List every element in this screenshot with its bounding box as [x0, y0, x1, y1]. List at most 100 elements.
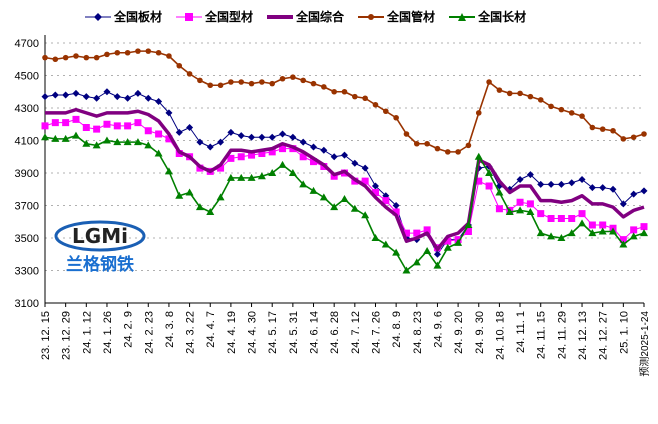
data-point [227, 154, 235, 162]
data-point [475, 110, 482, 116]
data-point [352, 93, 358, 100]
data-point [113, 93, 121, 101]
data-point [537, 180, 545, 188]
data-point [599, 221, 607, 229]
data-point [330, 203, 339, 211]
data-point [259, 79, 265, 85]
data-point [588, 184, 596, 192]
data-point [641, 131, 647, 137]
legend-swatch-circle-icon [358, 13, 385, 20]
data-point [640, 187, 648, 195]
legend-item-composite[interactable]: 全国综合 [267, 8, 344, 25]
data-point [186, 71, 193, 77]
x-tick-label: 24. 9. 30 [474, 311, 486, 354]
data-point [238, 79, 245, 85]
legend-item-section[interactable]: 全国型材 [176, 8, 253, 25]
data-point [216, 193, 225, 201]
data-point [197, 77, 203, 84]
legend-swatch-square-icon [176, 12, 203, 21]
data-point [486, 79, 492, 85]
data-point [341, 151, 348, 159]
data-point [227, 128, 235, 136]
data-point [103, 88, 111, 96]
data-point [383, 108, 389, 115]
data-point [537, 210, 545, 218]
data-point [413, 229, 421, 237]
legend-label: 全国板材 [114, 10, 163, 24]
legend-item-long[interactable]: 全国长材 [449, 8, 526, 25]
data-point [155, 49, 162, 56]
data-point [598, 227, 607, 235]
data-point [102, 136, 111, 144]
x-tick-label: 24. 7. 12 [350, 311, 362, 354]
data-point [134, 89, 142, 97]
data-point [392, 202, 400, 209]
data-point [558, 106, 565, 113]
data-point [589, 124, 596, 131]
data-point [630, 190, 638, 198]
x-tick-label: 预测2025-1-24 [638, 311, 651, 377]
data-point [113, 138, 122, 146]
data-point [144, 94, 152, 102]
legend-label: 全国管材 [387, 10, 436, 24]
x-tick-label: 24. 9. 6 [432, 311, 444, 348]
data-point [279, 130, 287, 138]
data-point [423, 247, 432, 254]
data-point [51, 91, 59, 99]
data-point [176, 62, 183, 69]
data-point [526, 200, 534, 208]
data-point [340, 195, 349, 202]
data-point [619, 200, 627, 208]
data-point [485, 169, 494, 176]
data-point [402, 266, 411, 274]
data-point [51, 134, 60, 142]
data-point [290, 74, 296, 80]
y-tick-label: 3100 [15, 298, 39, 310]
legend-label: 全国长材 [478, 10, 527, 24]
data-point [248, 151, 256, 159]
data-point [362, 95, 368, 102]
data-point [268, 148, 276, 156]
data-point [237, 132, 245, 140]
data-point [62, 54, 69, 61]
x-tick-label: 24. 11. 1 [515, 311, 527, 353]
data-point [567, 229, 576, 237]
data-point [124, 49, 131, 56]
data-point [640, 229, 648, 237]
x-tick-label: 24. 10. 18 [494, 311, 506, 360]
x-tick-label: 24. 5. 17 [267, 311, 279, 354]
data-point [145, 48, 152, 54]
x-tick-label: 24. 6. 14 [309, 311, 321, 354]
data-point [537, 97, 544, 103]
data-point [165, 109, 173, 117]
x-tick-label: 24. 3. 22 [185, 311, 197, 354]
data-point [568, 179, 576, 187]
data-point [257, 172, 266, 180]
legend-item-pipe[interactable]: 全国管材 [358, 8, 435, 25]
data-point [516, 206, 525, 214]
data-point [630, 226, 638, 234]
x-tick-label: 25. 1. 10 [618, 311, 630, 354]
data-point [185, 188, 194, 196]
data-point [361, 177, 369, 185]
legend-item-plate[interactable]: 全国板材 [85, 8, 162, 25]
data-point [412, 258, 421, 266]
data-point [310, 143, 318, 151]
x-tick-label: 24. 1. 12 [81, 311, 93, 354]
data-point [619, 236, 627, 244]
data-point [195, 203, 204, 211]
data-point [237, 173, 246, 181]
data-point [83, 54, 90, 61]
x-tick-label: 24. 8. 23 [412, 311, 424, 354]
x-tick-label: 24. 8. 9 [391, 311, 403, 348]
data-point [258, 150, 266, 157]
data-point [403, 131, 410, 137]
data-point [444, 149, 451, 155]
data-point [217, 164, 225, 172]
x-tick-label: 24. 1. 26 [102, 311, 114, 354]
data-point [588, 221, 596, 229]
data-point [319, 193, 328, 201]
data-point [578, 210, 586, 218]
data-point [629, 232, 638, 240]
data-point [351, 159, 359, 167]
